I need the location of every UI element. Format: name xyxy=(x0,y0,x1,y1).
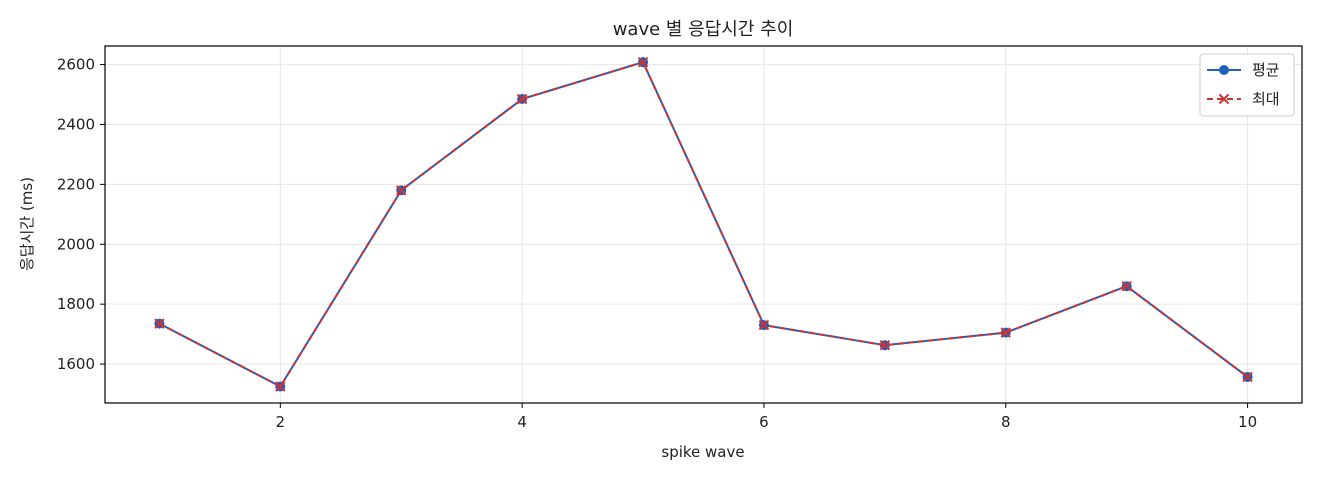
y-axis-label: 응답시간 (ms) xyxy=(18,177,36,271)
x-axis-label: spike wave xyxy=(661,443,744,461)
series-2 xyxy=(155,58,1252,391)
grid-layer xyxy=(105,46,1302,403)
legend-box xyxy=(1200,54,1294,116)
legend-marker xyxy=(1219,65,1229,75)
legend-label: 최대 xyxy=(1252,90,1280,108)
x-tick-label: 4 xyxy=(517,413,527,431)
x-tick-label: 10 xyxy=(1238,413,1257,431)
y-tick-label: 2000 xyxy=(57,235,95,253)
legend-label: 평균 xyxy=(1252,61,1280,79)
series-line xyxy=(159,62,1247,386)
y-tick-label: 2600 xyxy=(57,56,95,74)
plot-frame xyxy=(105,46,1302,403)
y-tick-label: 2200 xyxy=(57,175,95,193)
series-line xyxy=(159,62,1247,386)
x-tick-label: 2 xyxy=(276,413,286,431)
y-tick-label: 1600 xyxy=(57,355,95,373)
x-tick-label: 6 xyxy=(759,413,769,431)
y-tick-label: 2400 xyxy=(57,115,95,133)
chart-title: wave 별 응답시간 추이 xyxy=(613,19,794,40)
y-tick-label: 1800 xyxy=(57,295,95,313)
x-tick-label: 8 xyxy=(1001,413,1011,431)
tick-layer: 1600 1800 2000 2200 2400 2600 2 4 6 8 10 xyxy=(57,56,1257,431)
series-1 xyxy=(154,57,1252,391)
series-layer xyxy=(154,57,1252,391)
